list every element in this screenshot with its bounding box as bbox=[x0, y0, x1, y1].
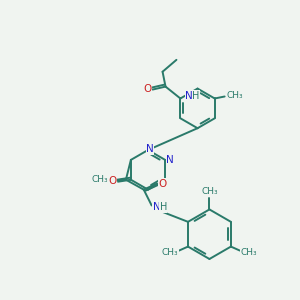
Text: O: O bbox=[144, 84, 152, 94]
Text: N: N bbox=[153, 202, 160, 212]
Text: O: O bbox=[158, 179, 167, 189]
Text: CH₃: CH₃ bbox=[92, 175, 109, 184]
Text: H: H bbox=[160, 202, 167, 212]
Text: CH₃: CH₃ bbox=[162, 248, 178, 257]
Text: CH₃: CH₃ bbox=[201, 187, 218, 196]
Text: CH₃: CH₃ bbox=[240, 248, 257, 257]
Text: N: N bbox=[146, 144, 154, 154]
Text: N: N bbox=[185, 91, 193, 100]
Text: N: N bbox=[166, 155, 174, 165]
Text: H: H bbox=[192, 91, 200, 100]
Text: O: O bbox=[108, 176, 116, 186]
Text: CH₃: CH₃ bbox=[226, 91, 243, 100]
